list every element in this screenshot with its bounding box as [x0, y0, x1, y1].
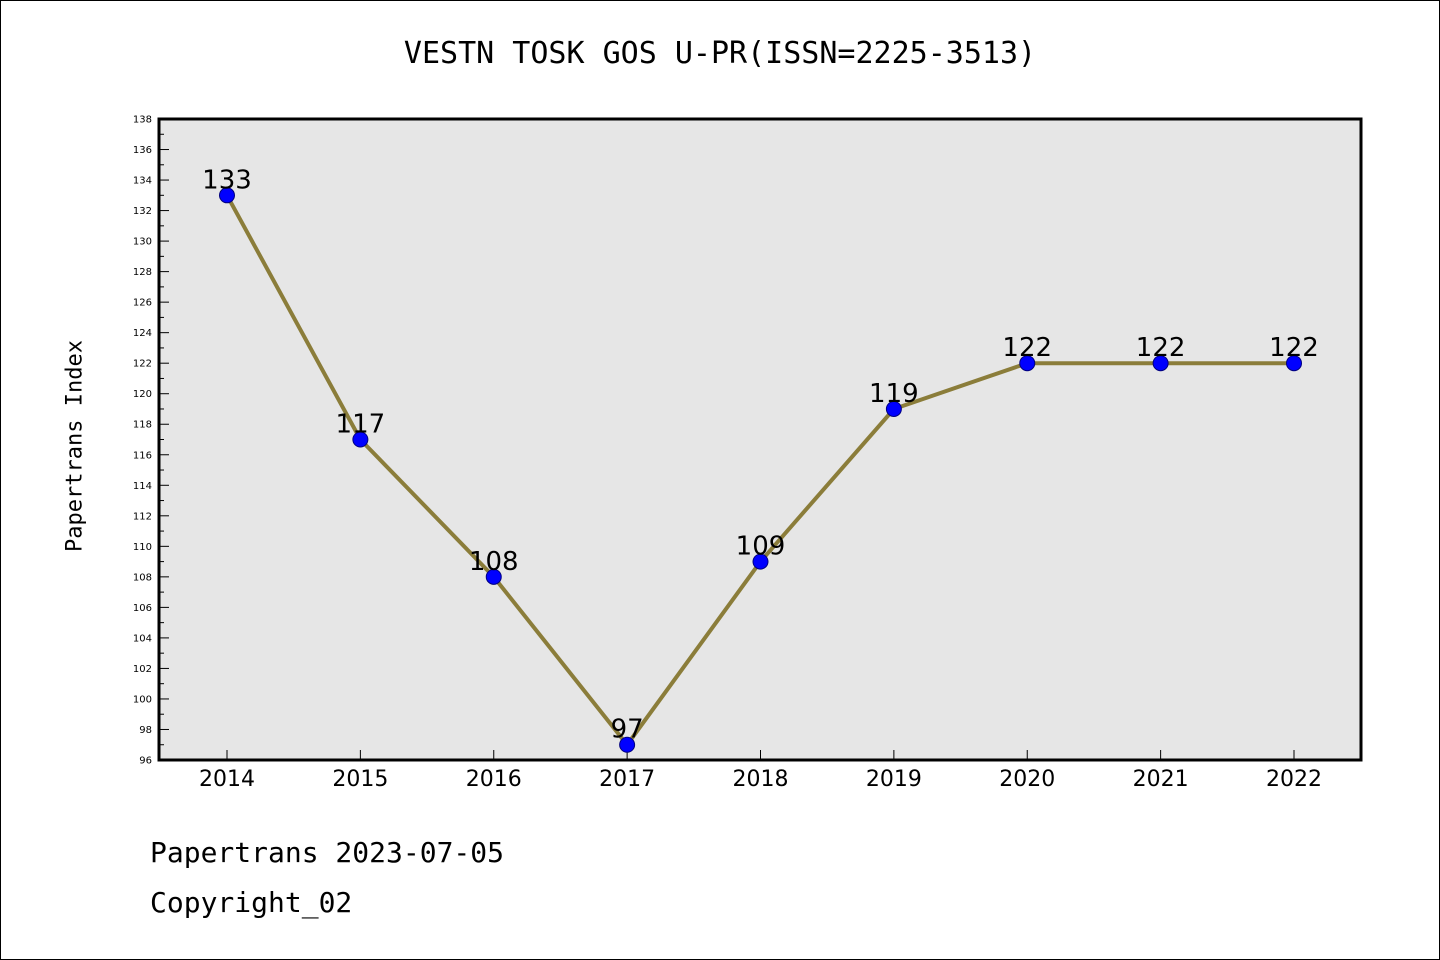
- y-tick-label: 96: [139, 756, 152, 767]
- plot-area: [159, 119, 1361, 760]
- x-tick-label: 2018: [733, 767, 789, 792]
- x-tick-label: 2022: [1266, 767, 1322, 792]
- y-tick-label: 120: [133, 389, 152, 400]
- x-tick-label: 2016: [466, 767, 522, 792]
- x-tick-label: 2020: [999, 767, 1055, 792]
- y-tick-label: 104: [133, 633, 152, 644]
- y-tick-label: 114: [133, 481, 152, 492]
- data-label: 97: [611, 715, 644, 745]
- y-tick-label: 124: [133, 328, 152, 339]
- data-point: [1286, 355, 1302, 372]
- y-tick-label: 118: [133, 420, 152, 431]
- y-tick-label: 106: [133, 603, 152, 614]
- y-tick-label: 122: [133, 359, 152, 370]
- y-tick-label: 112: [133, 511, 152, 522]
- data-point: [885, 400, 902, 417]
- y-tick-label: 132: [133, 206, 152, 217]
- data-point: [219, 187, 235, 204]
- y-tick-label: 128: [133, 267, 152, 278]
- data-label: 109: [736, 532, 786, 562]
- data-point: [752, 553, 769, 570]
- data-label: 119: [869, 379, 919, 409]
- y-tick-label: 110: [133, 542, 152, 553]
- footer-date: Papertrans 2023-07-05: [150, 836, 505, 869]
- y-tick-label: 108: [133, 572, 152, 583]
- x-tick-label: 2014: [199, 767, 255, 792]
- y-tick-label: 138: [133, 115, 152, 126]
- y-tick-label: 100: [133, 694, 152, 705]
- series-layer: [219, 187, 1302, 753]
- x-axis: 2014 2015 2016 2017 2018 2019 2020 2021 2022: [199, 750, 1322, 792]
- data-point: [352, 431, 369, 448]
- chart-title: VESTN TOSK GOS U-PR(ISSN=2225-3513): [403, 36, 1037, 71]
- data-label: 122: [1136, 333, 1186, 363]
- data-label-layer: 133 117 108 97 109 119 122 122 122: [202, 165, 1319, 744]
- data-label: 117: [336, 410, 386, 440]
- y-tick-label: 136: [133, 145, 152, 156]
- data-point: [619, 736, 636, 753]
- data-point: [1152, 355, 1169, 372]
- y-tick-label: 134: [133, 176, 152, 187]
- data-point: [485, 568, 502, 585]
- footer-copyright: Copyright_02: [150, 886, 353, 919]
- x-tick-label: 2015: [332, 767, 388, 792]
- data-label: 133: [202, 165, 252, 195]
- data-point: [1019, 355, 1036, 372]
- x-tick-label: 2017: [599, 767, 655, 792]
- data-label: 122: [1002, 333, 1052, 363]
- y-tick-label: 98: [139, 725, 152, 736]
- data-label: 122: [1269, 333, 1319, 363]
- data-label: 108: [469, 547, 519, 577]
- x-tick-label: 2019: [866, 767, 922, 792]
- y-tick-label: 130: [133, 237, 152, 248]
- x-tick-label: 2021: [1133, 767, 1189, 792]
- y-tick-label: 126: [133, 298, 152, 309]
- y-tick-label: 116: [133, 450, 152, 461]
- plot-border: [157, 117, 1363, 762]
- y-tick-label: 102: [133, 664, 152, 675]
